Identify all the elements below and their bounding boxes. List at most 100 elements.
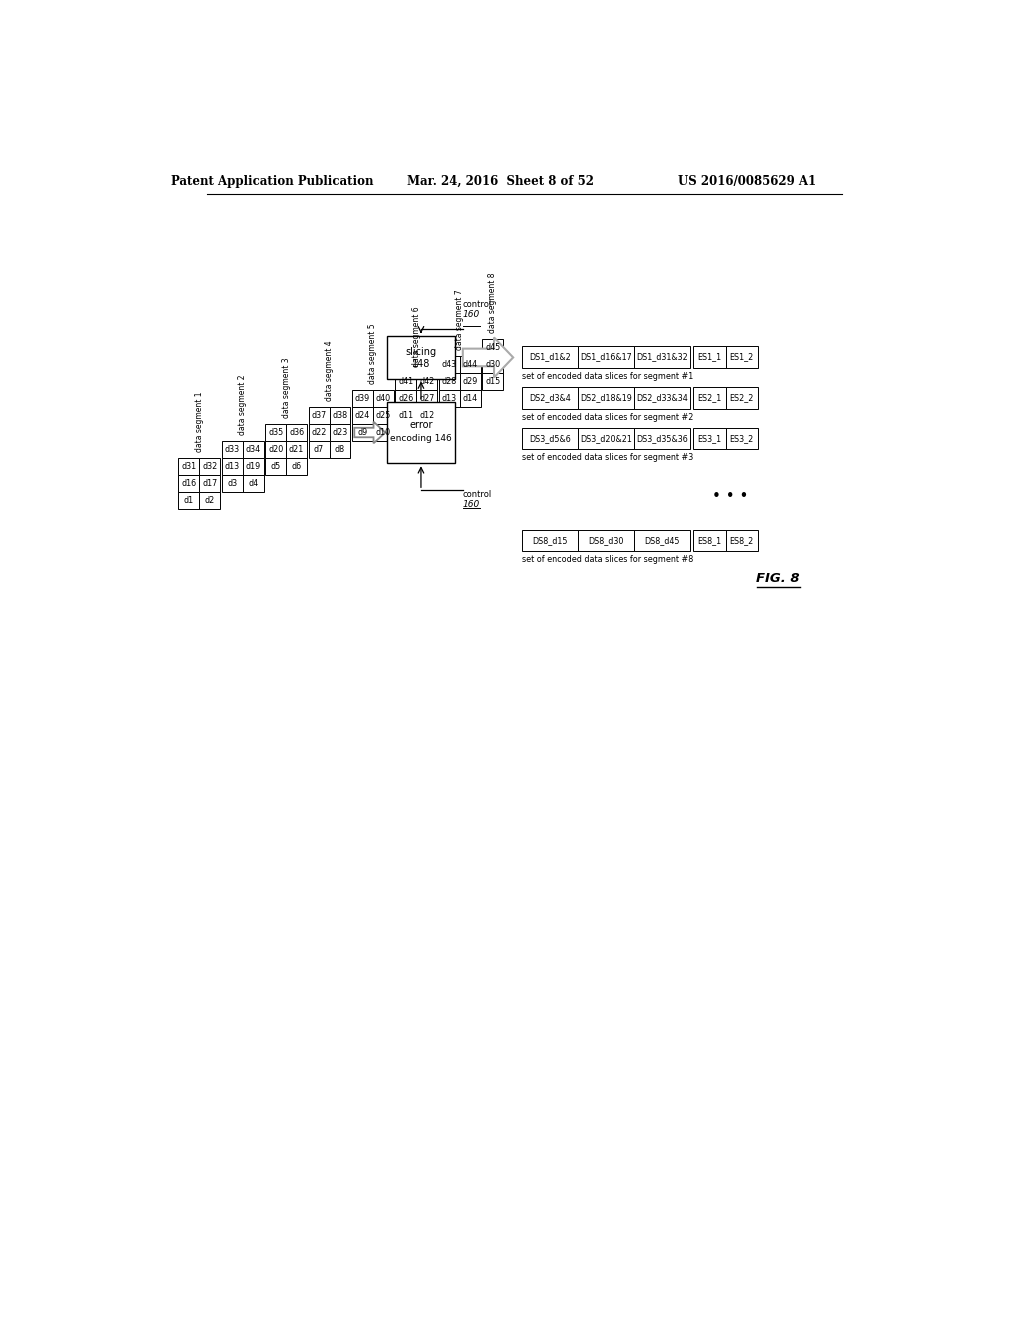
Text: d2: d2 (205, 496, 215, 504)
Text: FIG. 8: FIG. 8 (757, 572, 800, 585)
Text: d5: d5 (270, 462, 281, 471)
Text: d9: d9 (357, 428, 368, 437)
Text: DS8_d45: DS8_d45 (644, 536, 680, 545)
Bar (417, 407, 437, 424)
Text: d4: d4 (248, 479, 258, 488)
Text: d28: d28 (441, 378, 457, 387)
Bar (726, 387, 758, 409)
Text: d33: d33 (224, 445, 240, 454)
Text: 160: 160 (463, 310, 480, 319)
Bar (308, 441, 330, 458)
Text: d41: d41 (398, 378, 414, 387)
Text: 160: 160 (463, 500, 480, 510)
Bar (522, 387, 579, 409)
Text: d1: d1 (183, 496, 194, 504)
Bar (579, 529, 634, 552)
Bar (330, 441, 350, 458)
Bar (634, 428, 690, 450)
Bar (522, 428, 579, 450)
Text: ES8_1: ES8_1 (697, 536, 721, 545)
Bar (482, 356, 503, 374)
Text: ES8_2: ES8_2 (730, 536, 754, 545)
Text: data segment 3: data segment 3 (282, 358, 291, 418)
Text: d19: d19 (246, 462, 261, 471)
Text: data segment 2: data segment 2 (239, 375, 247, 434)
Text: d17: d17 (202, 479, 217, 488)
Bar (482, 374, 503, 391)
Bar (373, 424, 394, 441)
Bar (243, 475, 263, 492)
Bar (460, 391, 480, 407)
Text: d27: d27 (419, 395, 434, 403)
Bar (693, 428, 726, 450)
Text: Mar. 24, 2016  Sheet 8 of 52: Mar. 24, 2016 Sheet 8 of 52 (407, 176, 594, 187)
Bar (726, 529, 758, 552)
Text: d24: d24 (354, 411, 370, 420)
Text: d15: d15 (485, 378, 501, 387)
Bar (243, 458, 263, 475)
Text: d13: d13 (441, 395, 457, 403)
Bar (482, 339, 503, 356)
Bar (395, 391, 417, 407)
Text: DS2_d33&34: DS2_d33&34 (636, 393, 688, 403)
Text: d22: d22 (311, 428, 327, 437)
Bar (438, 356, 460, 374)
Bar (222, 441, 243, 458)
Bar (460, 374, 480, 391)
Bar (265, 441, 286, 458)
Text: US 2016/0085629 A1: US 2016/0085629 A1 (678, 176, 816, 187)
Text: • • •: • • • (712, 488, 749, 504)
Text: set of encoded data slices for segment #1: set of encoded data slices for segment #… (522, 372, 693, 380)
Bar (579, 346, 634, 368)
Bar (352, 407, 373, 424)
Bar (395, 407, 417, 424)
Bar (222, 475, 243, 492)
Bar (286, 424, 307, 441)
Bar (460, 356, 480, 374)
Bar (178, 492, 200, 508)
Text: d45: d45 (485, 343, 501, 352)
Text: data segment 8: data segment 8 (488, 273, 497, 333)
Text: ES1_2: ES1_2 (730, 352, 754, 362)
Text: DS1_d1&2: DS1_d1&2 (529, 352, 571, 362)
Text: d16: d16 (181, 479, 197, 488)
Text: d32: d32 (202, 462, 217, 471)
Text: DS1_d16&17: DS1_d16&17 (581, 352, 632, 362)
Bar (330, 424, 350, 441)
Text: d34: d34 (246, 445, 261, 454)
Text: d23: d23 (333, 428, 347, 437)
Text: d36: d36 (289, 428, 304, 437)
Text: DS3_d20&21: DS3_d20&21 (581, 434, 632, 444)
Bar (693, 346, 726, 368)
Text: d13: d13 (224, 462, 240, 471)
Text: d39: d39 (354, 395, 370, 403)
Text: set of encoded data slices for segment #8: set of encoded data slices for segment #… (522, 554, 693, 564)
Bar (373, 407, 394, 424)
Text: ES2_1: ES2_1 (697, 393, 721, 403)
Text: d26: d26 (398, 395, 414, 403)
Text: DS3_d35&36: DS3_d35&36 (636, 434, 688, 444)
Text: data segment 6: data segment 6 (412, 306, 421, 367)
Text: DS3_d5&6: DS3_d5&6 (529, 434, 571, 444)
Text: ES2_2: ES2_2 (730, 393, 754, 403)
Bar (200, 492, 220, 508)
Text: ES3_2: ES3_2 (730, 434, 754, 444)
Bar (726, 346, 758, 368)
Bar (438, 374, 460, 391)
Bar (634, 529, 690, 552)
Text: control: control (463, 301, 493, 309)
Text: DS2_d3&4: DS2_d3&4 (529, 393, 571, 403)
Polygon shape (354, 422, 385, 444)
Text: d10: d10 (376, 428, 391, 437)
Text: encoding 146: encoding 146 (390, 434, 452, 444)
Bar (522, 529, 579, 552)
Text: data segment 1: data segment 1 (195, 391, 204, 451)
Text: d7: d7 (314, 445, 325, 454)
Bar (395, 374, 417, 391)
Text: data segment 5: data segment 5 (369, 323, 378, 384)
Bar (352, 391, 373, 407)
Bar (579, 428, 634, 450)
Text: set of encoded data slices for segment #3: set of encoded data slices for segment #… (522, 453, 693, 462)
Bar (265, 424, 286, 441)
Text: d12: d12 (419, 411, 434, 420)
